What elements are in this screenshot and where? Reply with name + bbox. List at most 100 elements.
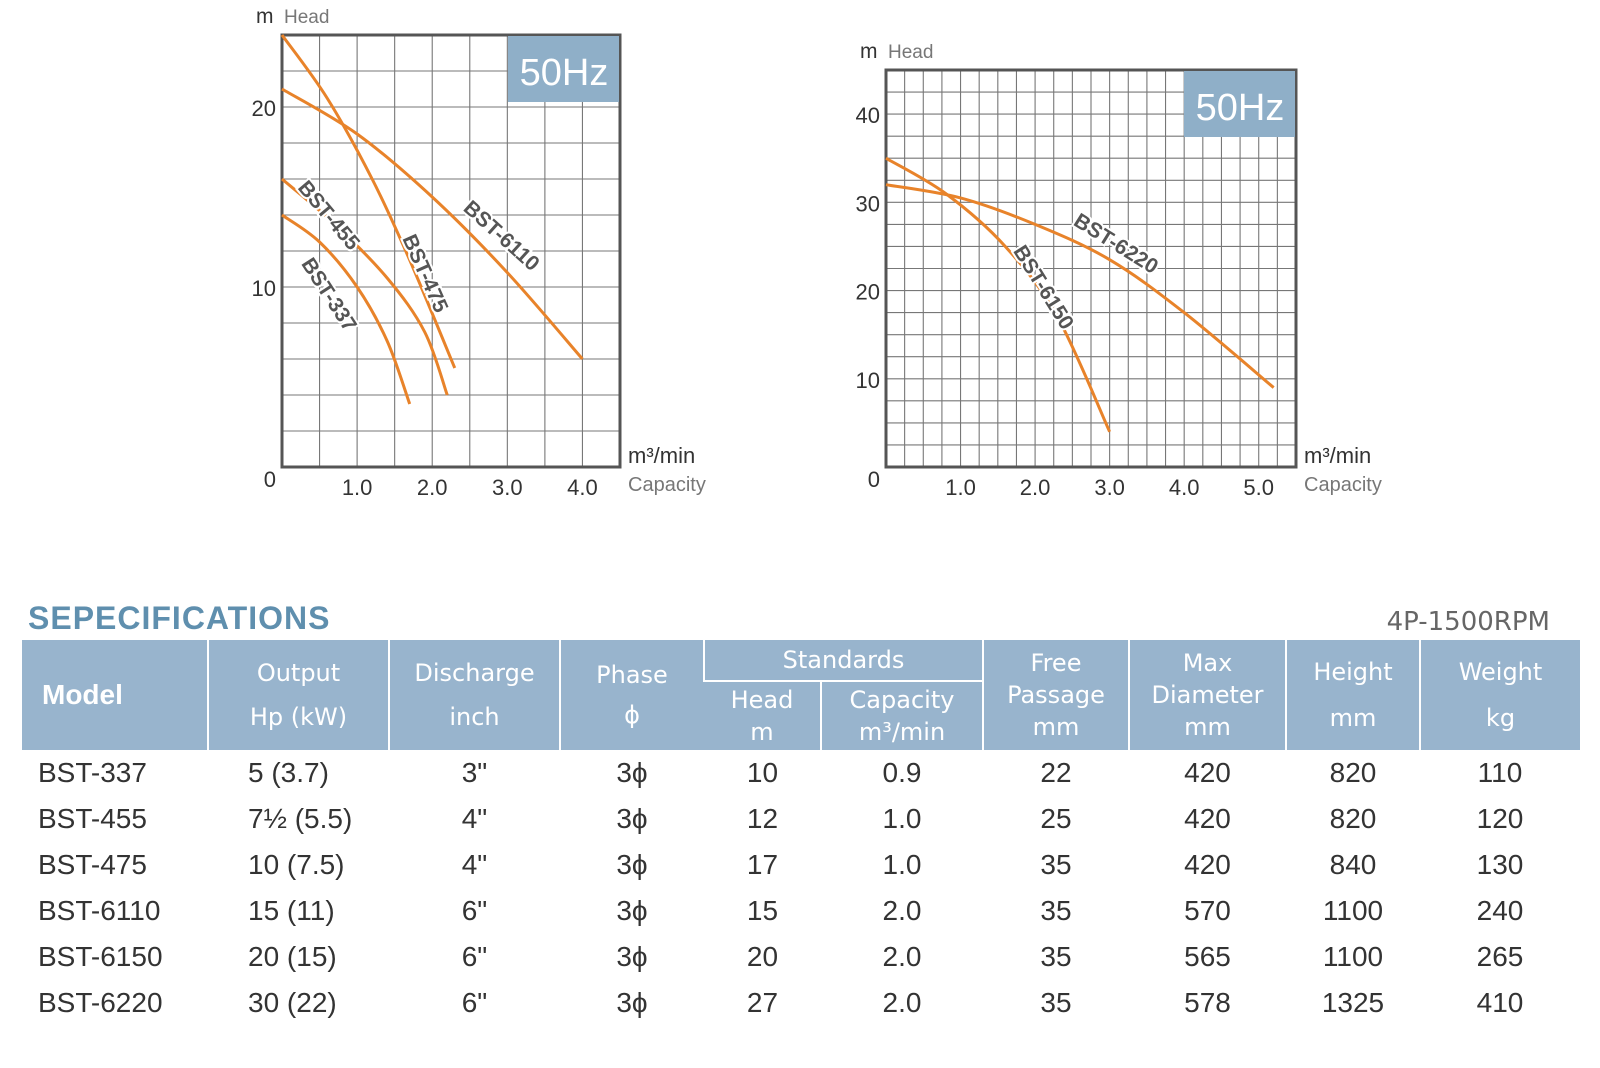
series-line-bst-6110 — [281, 87, 584, 360]
cell-free: 35 — [1040, 941, 1072, 972]
cell-maxdia: 420 — [1184, 757, 1231, 788]
y-tick-label: 30 — [856, 191, 880, 216]
x-tick-label: 4.0 — [567, 475, 598, 500]
cell-head: 10 — [746, 757, 779, 788]
y-tick-label: 40 — [856, 103, 880, 128]
cell-phase: 3ϕ — [616, 987, 648, 1018]
frequency-badge — [1184, 71, 1295, 137]
table-row: BST-475 10 (7.5) 4" 3ϕ 17 1.0 35 420 840 130 — [22, 842, 1580, 888]
x-tick-label: 4.0 — [1169, 475, 1200, 500]
cell-free: 35 — [1040, 895, 1072, 926]
frequency-badge — [508, 36, 619, 102]
header-phase: Phase ϕ — [559, 640, 704, 750]
cell-discharge: 6" — [461, 895, 488, 926]
cell-head: 20 — [746, 941, 779, 972]
cell-maxdia: 420 — [1184, 849, 1231, 880]
performance-chart-right: 50Hz 0 10 20 30 40 1.0 2.0 3.0 4.0 5.0 m Head m³/min C… — [856, 0, 1420, 520]
y-axis-label: Head — [284, 7, 329, 28]
x-tick-label: 5.0 — [1243, 475, 1274, 500]
plot-frame — [884, 68, 1298, 469]
plot-frame — [280, 33, 622, 469]
cell-maxdia: 570 — [1184, 895, 1231, 926]
x-tick-label: 2.0 — [1020, 475, 1051, 500]
cell-output: 10 (7.5) — [248, 849, 345, 880]
series-line-bst-6150 — [885, 156, 1112, 433]
cell-weight: 240 — [1476, 895, 1524, 926]
cell-output: 15 (11) — [248, 895, 335, 926]
cell-output: 20 (15) — [248, 941, 337, 972]
cell-model: BST-337 — [38, 757, 147, 788]
cell-phase: 3ϕ — [616, 849, 648, 880]
y-tick-label: 20 — [856, 280, 880, 305]
series-line-bst-6220 — [885, 183, 1275, 389]
cell-free: 35 — [1040, 849, 1072, 880]
cell-discharge: 3" — [461, 757, 488, 788]
specifications-table-body: BST-337 5 (3.7) 3" 3ϕ 10 0.9 22 420 820 110 BST-45… — [22, 750, 1580, 1026]
y-tick-label: 0 — [868, 467, 880, 492]
x-axis-label: Capacity — [628, 474, 706, 496]
cell-output: 5 (3.7) — [248, 757, 329, 788]
specifications-table: Model Output Hp (kW) Discharge inch Phase ϕ… — [22, 640, 1580, 1026]
header-model: Model — [22, 640, 208, 750]
cell-phase: 3ϕ — [616, 803, 648, 834]
cell-model: BST-6110 — [38, 895, 161, 926]
series-label: BST-6150 — [1008, 241, 1078, 333]
frequency-badge-label: 50Hz — [520, 52, 609, 94]
x-unit-label: m³/min — [1304, 443, 1371, 468]
cell-discharge: 6" — [461, 987, 488, 1018]
y-tick-label: 10 — [856, 368, 880, 393]
x-tick-label: 3.0 — [492, 475, 523, 500]
cell-capacity: 0.9 — [882, 757, 922, 788]
x-axis-label: Capacity — [1304, 474, 1382, 496]
cell-weight: 120 — [1476, 803, 1524, 834]
series-label: BST-455 — [293, 176, 364, 255]
x-unit-label: m³/min — [628, 443, 695, 468]
cell-weight: 410 — [1476, 987, 1524, 1018]
cell-weight: 110 — [1477, 757, 1523, 788]
y-unit-label: m — [256, 5, 274, 28]
rpm-label: 4P-1500RPM — [1386, 607, 1550, 637]
series-line-bst-475 — [280, 34, 457, 369]
cell-model: BST-6150 — [38, 941, 163, 972]
series-line-bst-337 — [281, 213, 412, 405]
y-tick-label: 20 — [252, 96, 276, 121]
cell-weight: 265 — [1476, 941, 1524, 972]
cell-weight: 130 — [1476, 849, 1524, 880]
header-max-diameter: Max Diameter mm — [1128, 640, 1286, 750]
table-row: BST-337 5 (3.7) 3" 3ϕ 10 0.9 22 420 820 110 — [22, 750, 1580, 796]
table-row: BST-6220 30 (22) 6" 3ϕ 27 2.0 35 578 1325 410 — [22, 980, 1580, 1026]
y-axis-label: Head — [888, 42, 933, 63]
series-line-bst-455 — [281, 177, 449, 396]
cell-output: 30 (22) — [248, 987, 337, 1018]
header-discharge: Discharge inch — [388, 640, 560, 750]
cell-phase: 3ϕ — [616, 895, 648, 926]
cell-capacity: 2.0 — [882, 895, 922, 926]
cell-free: 22 — [1040, 757, 1072, 788]
cell-free: 25 — [1040, 803, 1072, 834]
table-row: BST-6110 15 (11) 6" 3ϕ 15 2.0 35 570 1100 240 — [22, 888, 1580, 934]
cell-height: 820 — [1329, 803, 1377, 834]
cell-discharge: 4" — [461, 803, 488, 834]
cell-model: BST-6220 — [38, 987, 163, 1018]
cell-output: 7½ (5.5) — [248, 803, 353, 834]
performance-chart-right-svg: 50Hz 0 10 20 30 40 1.0 2.0 3.0 4.0 5.0 m Head m³/min C… — [856, 40, 1382, 500]
cell-head: 12 — [746, 803, 779, 834]
cell-phase: 3ϕ — [616, 941, 648, 972]
performance-chart-left-svg: 50Hz 0 10 20 1.0 2.0 3.0 4.0 m Head m³/min Capacity… — [252, 5, 706, 500]
cell-maxdia: 578 — [1184, 987, 1231, 1018]
y-tick-label: 0 — [264, 467, 276, 492]
cell-capacity: 1.0 — [882, 849, 922, 880]
cell-head: 27 — [746, 987, 779, 1018]
header-capacity: Capacity m³/min — [820, 681, 983, 750]
cell-capacity: 1.0 — [882, 803, 922, 834]
cell-height: 1100 — [1322, 941, 1384, 972]
y-unit-label: m — [860, 40, 878, 63]
cell-free: 35 — [1040, 987, 1072, 1018]
frequency-badge-label: 50Hz — [1196, 87, 1285, 129]
cell-maxdia: 420 — [1184, 803, 1231, 834]
x-tick-label: 1.0 — [342, 475, 373, 500]
header-free-passage: Free Passage mm — [982, 640, 1129, 750]
cell-phase: 3ϕ — [616, 757, 648, 788]
x-tick-label: 1.0 — [945, 475, 976, 500]
specifications-title: SEPECIFICATIONS — [28, 600, 331, 636]
